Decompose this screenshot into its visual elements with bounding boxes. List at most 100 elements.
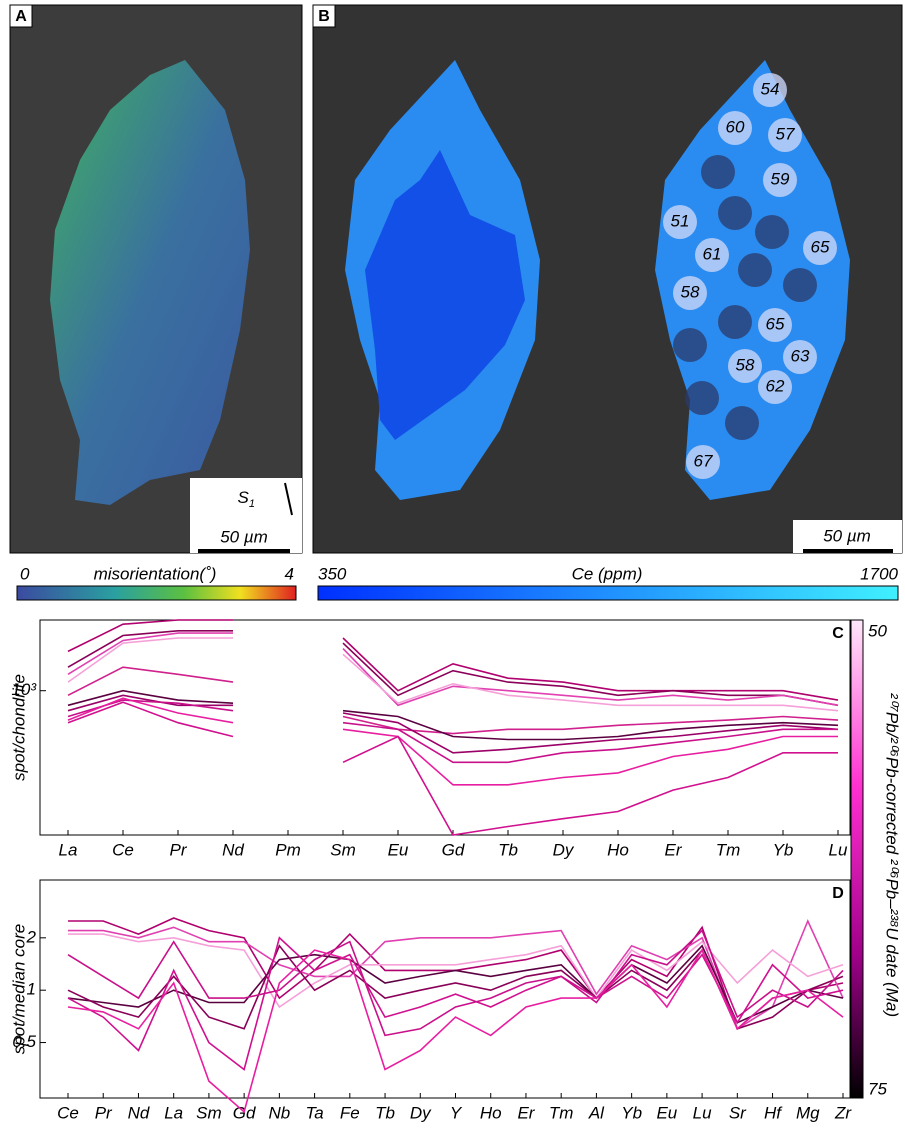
age-colorbar-label: ²⁰⁷Pb/²⁰⁶Pb-corrected ²⁰⁶Pb–²³⁸U date (M…: [883, 693, 902, 1017]
y-tick-label: 0.5: [12, 1032, 36, 1051]
series-line: [67, 944, 844, 1024]
series-line: [67, 630, 839, 707]
x-tick-label: Pm: [275, 840, 301, 859]
y-tick-label: 2: [26, 927, 37, 946]
x-tick-label: Tb: [498, 840, 518, 859]
x-tick-label: Ho: [480, 1103, 502, 1122]
spot: [718, 196, 752, 230]
panel-letter: C: [832, 625, 844, 642]
spot-label: 60: [726, 117, 745, 136]
x-tick-label: Zr: [834, 1103, 852, 1122]
x-tick-label: Al: [588, 1103, 605, 1122]
age-top: 50: [868, 621, 887, 640]
x-tick-label: Dy: [553, 840, 575, 859]
panel-letter: A: [15, 8, 27, 25]
scale-label: 50 µm: [220, 527, 268, 546]
spot: [753, 73, 787, 107]
y-tick-label: 1: [27, 980, 36, 999]
x-tick-label: Eu: [388, 840, 409, 859]
colorbar: [16, 585, 297, 601]
y-axis-label: spot/chondrite: [9, 674, 28, 781]
spot: [718, 305, 752, 339]
y-tick-label: 10³: [11, 680, 37, 699]
x-tick-label: La: [164, 1103, 183, 1122]
spot-label: 58: [736, 355, 755, 374]
series-line: [67, 694, 839, 754]
panel-letter: B: [318, 8, 330, 25]
series-line: [67, 929, 844, 1037]
x-tick-label: Fe: [340, 1103, 360, 1122]
colorbar-label: Ce (ppm): [572, 564, 643, 583]
foliation: S: [238, 488, 250, 507]
spot: [803, 231, 837, 265]
series-line: [67, 701, 838, 836]
panel-letter: D: [832, 885, 844, 902]
x-tick-label: Yb: [773, 840, 794, 859]
spot-label: 63: [791, 346, 810, 365]
grain-map: [50, 60, 250, 505]
x-tick-label: Ho: [607, 840, 629, 859]
x-tick-label: Tb: [375, 1103, 395, 1122]
spot-label: 65: [811, 237, 830, 256]
spot-label: 61: [703, 244, 722, 263]
colorbar-min: 0: [20, 564, 30, 583]
foliation-line: [284, 482, 293, 516]
plot-frame: [39, 879, 851, 1099]
spot: [686, 445, 720, 479]
series-line: [67, 697, 838, 786]
spot: [701, 155, 735, 189]
series-line: [67, 666, 839, 735]
series-line: [68, 933, 844, 1009]
spot: [695, 238, 729, 272]
letter-box: [9, 4, 33, 28]
x-tick-label: Hf: [764, 1103, 783, 1122]
scale-box: [793, 520, 902, 553]
series-line: [67, 619, 839, 701]
x-tick-label: Nb: [268, 1103, 290, 1122]
x-tick-label: Er: [517, 1103, 535, 1122]
spot-label: 51: [671, 211, 690, 230]
colorbar-max: 4: [285, 564, 294, 583]
x-tick-label: Sr: [729, 1103, 747, 1122]
spot-label: 62: [766, 376, 785, 395]
x-tick-label: Tm: [549, 1103, 574, 1122]
x-tick-label: Pr: [95, 1103, 113, 1122]
series-line: [67, 632, 839, 707]
spot-label: 57: [776, 124, 795, 143]
spot: [718, 111, 752, 145]
x-tick-label: Ce: [112, 840, 134, 859]
spot-label: 58: [681, 282, 700, 301]
x-tick-label: La: [59, 840, 78, 859]
colorbar-min: 350: [318, 564, 347, 583]
series-line: [67, 689, 839, 741]
plot-frame: [39, 619, 851, 836]
x-tick-label: Pr: [170, 840, 188, 859]
x-tick-label: Nd: [128, 1103, 150, 1122]
spot: [663, 205, 697, 239]
x-tick-label: Sm: [196, 1103, 222, 1122]
x-tick-label: Tm: [716, 840, 741, 859]
scale-box: [190, 478, 302, 553]
x-tick-label: Gd: [442, 840, 465, 859]
spot: [725, 406, 759, 440]
colorbar-label: misorientation(˚): [94, 564, 217, 583]
spot: [755, 215, 789, 249]
series-line: [67, 948, 844, 1114]
spot: [783, 268, 817, 302]
age-colorbar: [850, 619, 864, 1099]
colorbar: [317, 585, 899, 601]
colorbar-max: 1700: [860, 564, 898, 583]
scale-label: 50 µm: [823, 526, 871, 545]
x-tick-label: Mg: [796, 1103, 820, 1122]
x-tick-label: Dy: [410, 1103, 432, 1122]
spot-label: 59: [771, 169, 790, 188]
x-tick-label: Ta: [305, 1103, 323, 1122]
x-tick-label: Nd: [222, 840, 244, 859]
spot: [763, 163, 797, 197]
foliation-sub: 1: [249, 498, 255, 510]
x-tick-label: Lu: [693, 1103, 712, 1122]
spot: [758, 308, 792, 342]
series-line: [68, 918, 844, 1030]
spot-label: 67: [694, 451, 713, 470]
